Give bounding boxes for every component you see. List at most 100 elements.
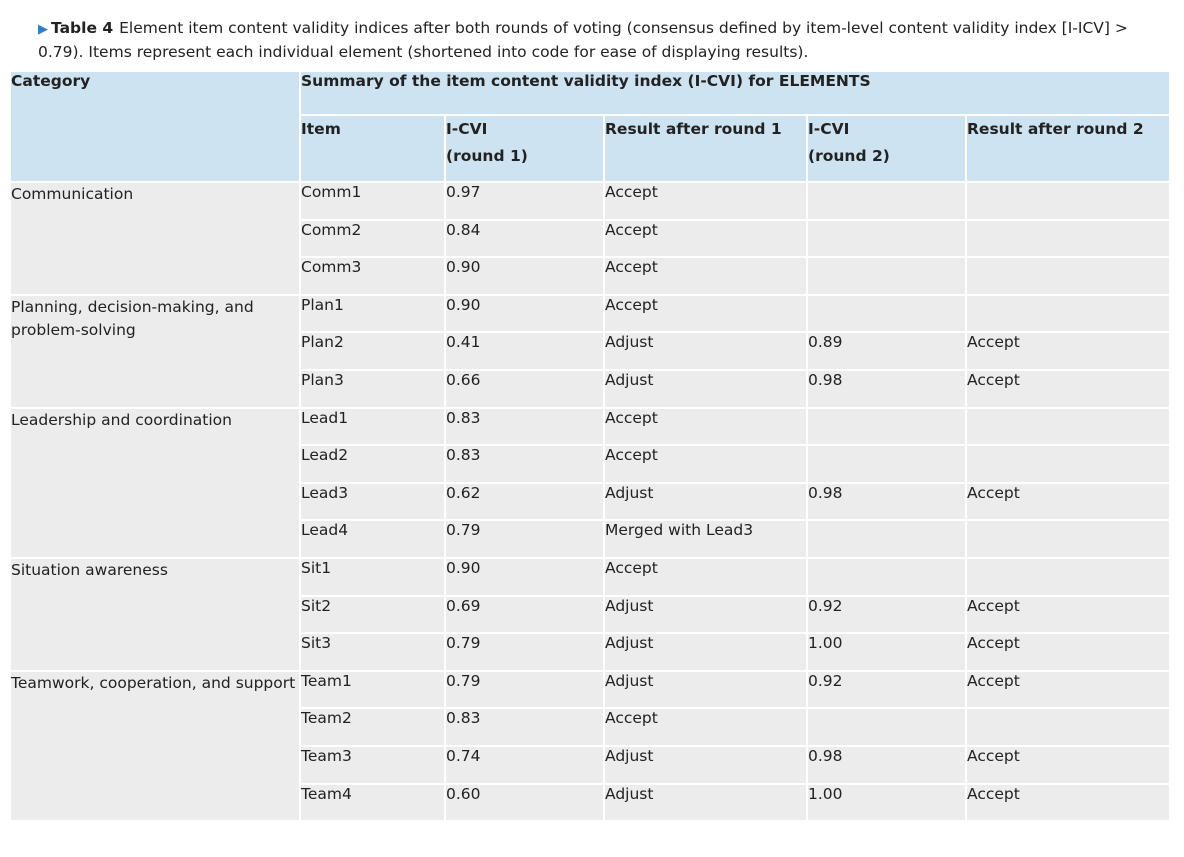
triangle-right-icon: ▶ [38, 22, 48, 37]
result-round2-cell: Accept [966, 595, 1169, 635]
result-round2-cell [966, 182, 1169, 221]
icvi-round2-cell: 1.00 [807, 783, 967, 823]
result-round1-cell: Adjust [604, 595, 808, 635]
result-round2-cell [966, 407, 1169, 447]
icvi-round2-cell [807, 257, 967, 296]
result-round1-cell: Merged with Lead3 [604, 520, 808, 559]
icvi-round2-cell: 0.98 [807, 482, 967, 522]
item-cell: Plan2 [300, 332, 446, 371]
table-row: Leadership and coordination Lead1 0.83 Acce… [11, 407, 1169, 559]
table-row: Comm2 0.84 Accept [11, 219, 1169, 259]
content-validity-table: Category Summary of the item content val… [11, 72, 1169, 823]
icvi-round2-cell: 1.00 [807, 633, 967, 672]
icvi-round2-cell: 0.92 [807, 670, 967, 710]
icvi-round2-cell [807, 445, 967, 484]
icvi-round2-cell: 0.92 [807, 595, 967, 635]
table-row: Situation awareness Sit1 0.90 Accept [11, 557, 1169, 672]
table-row: Sit2 0.69 Adjust 0.92 Accept [11, 595, 1169, 635]
item-cell: Sit3 [300, 633, 446, 672]
result-round2-cell: Accept [966, 745, 1169, 785]
header-icvi-round1: I-CVI (round 1) [445, 115, 605, 183]
icvi-round1-cell: 0.97 [445, 182, 605, 221]
result-round1-cell: Accept [604, 182, 808, 221]
table-row: Lead4 0.79 Merged with Lead3 [11, 520, 1169, 559]
table-row: Team3 0.74 Adjust 0.98 Accept [11, 745, 1169, 785]
result-round1-cell: Adjust [604, 783, 808, 823]
result-round1-cell: Adjust [604, 633, 808, 672]
table-row: Sit3 0.79 Adjust 1.00 Accept [11, 633, 1169, 672]
icvi-round1-cell: 0.41 [445, 332, 605, 371]
icvi-round1-cell: 0.62 [445, 482, 605, 522]
table-row: Lead3 0.62 Adjust 0.98 Accept [11, 482, 1169, 522]
table-body: Communication Comm1 0.97 Accept Comm2 0.84 Acc… [11, 182, 1169, 823]
table-row: Team2 0.83 Accept [11, 708, 1169, 747]
item-cell: Lead4 [300, 520, 446, 559]
icvi-round1-cell: 0.90 [445, 557, 605, 597]
icvi-round1-cell: 0.84 [445, 219, 605, 259]
table-row: Communication Comm1 0.97 Accept [11, 182, 1169, 296]
icvi-round1-cell: 0.60 [445, 783, 605, 823]
icvi-round1-cell: 0.69 [445, 595, 605, 635]
item-cell: Comm2 [300, 219, 446, 259]
icvi-round1-cell: 0.83 [445, 445, 605, 484]
item-cell: Comm3 [300, 257, 446, 296]
table-row: Teamwork, cooperation, and support Team1 0… [11, 670, 1169, 823]
result-round2-cell [966, 445, 1169, 484]
item-cell: Team1 [300, 670, 446, 710]
item-cell: Sit1 [300, 557, 446, 597]
icvi-round2-cell: 0.98 [807, 745, 967, 785]
icvi-round2-cell [807, 294, 967, 334]
result-round1-cell: Adjust [604, 670, 808, 710]
icvi-round2-cell [807, 708, 967, 747]
item-cell: Lead2 [300, 445, 446, 484]
item-cell: Lead1 [300, 407, 446, 447]
icvi-round1-cell: 0.74 [445, 745, 605, 785]
table-row: Team4 0.60 Adjust 1.00 Accept [11, 783, 1169, 823]
icvi-round1-cell: 0.83 [445, 407, 605, 447]
result-round2-cell: Accept [966, 783, 1169, 823]
icvi-round1-cell: 0.79 [445, 520, 605, 559]
item-cell: Comm1 [300, 182, 446, 221]
icvi-round2-cell [807, 182, 967, 221]
icvi-round2-cell [807, 219, 967, 259]
item-cell: Team2 [300, 708, 446, 747]
result-round2-cell [966, 557, 1169, 597]
item-cell: Sit2 [300, 595, 446, 635]
category-cell: Leadership and coordination [11, 407, 301, 559]
header-item: Item [300, 115, 446, 183]
header-category: Category [11, 72, 301, 183]
header-summary: Summary of the item content validity ind… [300, 72, 1169, 116]
table-row: Comm3 0.90 Accept [11, 257, 1169, 296]
result-round2-cell [966, 708, 1169, 747]
result-round1-cell: Accept [604, 257, 808, 296]
result-round2-cell [966, 219, 1169, 259]
icvi-round2-cell [807, 557, 967, 597]
category-cell: Planning, decision-making, and problem-s… [11, 294, 301, 409]
icvi-round1-cell: 0.83 [445, 708, 605, 747]
header-result-round1: Result after round 1 [604, 115, 808, 183]
result-round1-cell: Adjust [604, 745, 808, 785]
category-cell: Teamwork, cooperation, and support [11, 670, 301, 823]
result-round1-cell: Adjust [604, 332, 808, 371]
icvi-round1-cell: 0.90 [445, 294, 605, 334]
header-result-round2: Result after round 2 [966, 115, 1169, 183]
category-cell: Communication [11, 182, 301, 296]
result-round1-cell: Accept [604, 294, 808, 334]
item-cell: Plan3 [300, 369, 446, 409]
icvi-round2-cell: 0.98 [807, 369, 967, 409]
item-cell: Team4 [300, 783, 446, 823]
result-round2-cell [966, 257, 1169, 296]
item-cell: Team3 [300, 745, 446, 785]
icvi-round1-cell: 0.66 [445, 369, 605, 409]
table-label: Table 4 [51, 19, 114, 37]
result-round1-cell: Adjust [604, 369, 808, 409]
item-cell: Plan1 [300, 294, 446, 334]
header-icvi-round2: I-CVI (round 2) [807, 115, 967, 183]
caption-text: Element item content validity indices af… [38, 19, 1128, 61]
icvi-round2-cell [807, 520, 967, 559]
result-round1-cell: Accept [604, 445, 808, 484]
icvi-round1-cell: 0.90 [445, 257, 605, 296]
result-round1-cell: Accept [604, 219, 808, 259]
table-row: Plan2 0.41 Adjust 0.89 Accept [11, 332, 1169, 371]
result-round2-cell [966, 520, 1169, 559]
